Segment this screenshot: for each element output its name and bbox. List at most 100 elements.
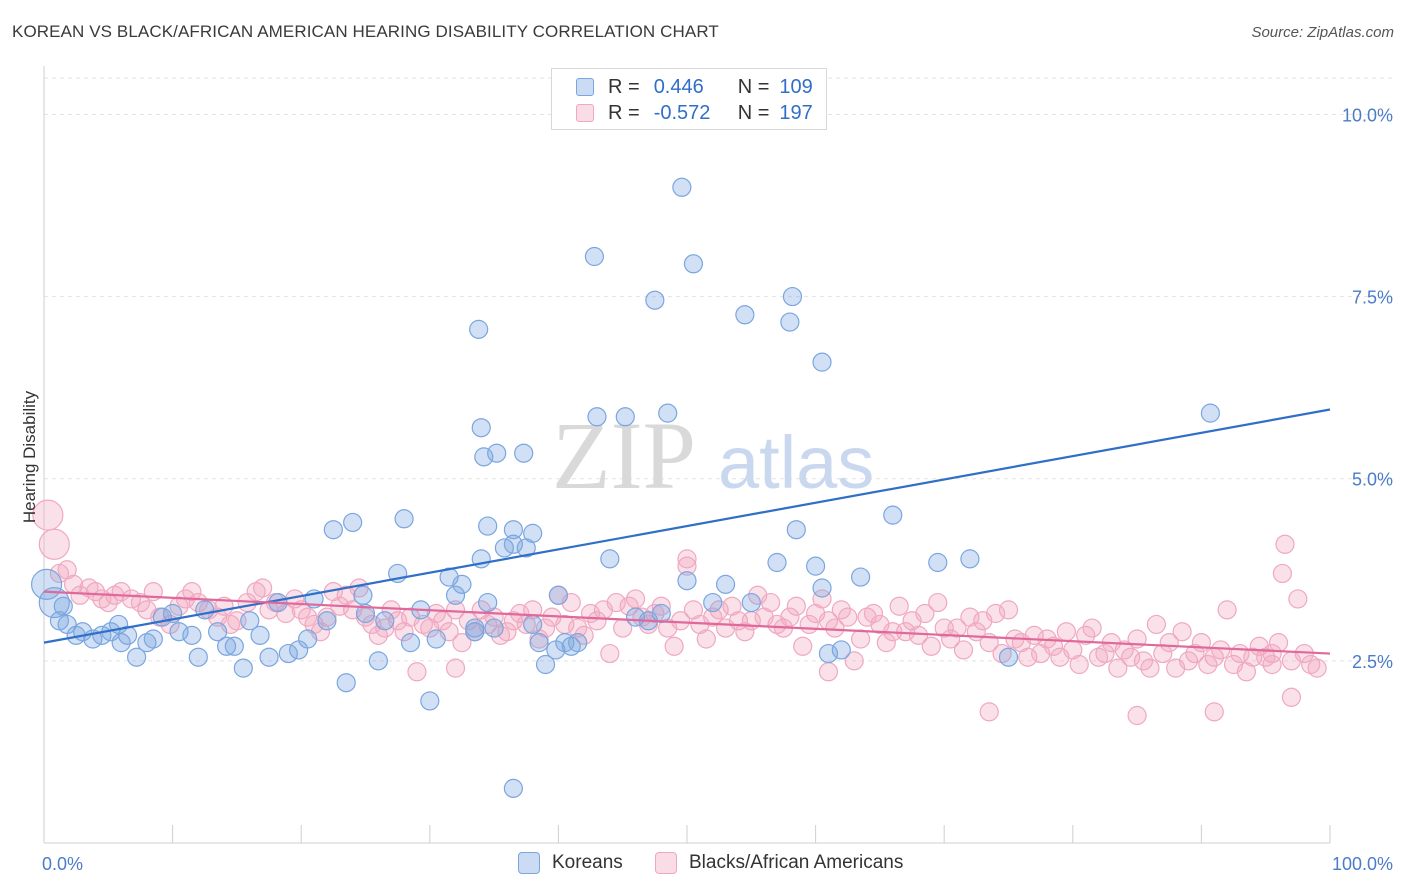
correlation-legend: R = 0.446 N = 109 R = -0.572 N = 197 bbox=[551, 68, 827, 130]
black-african-american-point bbox=[998, 600, 1019, 620]
black-african-american-point bbox=[645, 603, 665, 624]
korean-point bbox=[818, 643, 839, 664]
black-african-american-point bbox=[851, 629, 871, 649]
black-african-american-point bbox=[276, 603, 296, 624]
black-african-american-point bbox=[915, 603, 935, 624]
korean-point bbox=[169, 622, 189, 642]
korean-point bbox=[651, 603, 671, 624]
korean-point bbox=[487, 443, 507, 463]
y-tick-labels: 2.5% 5.0% 7.5% 10.0% bbox=[1342, 105, 1393, 671]
koreans-points bbox=[30, 177, 1221, 798]
korean-point bbox=[484, 618, 504, 638]
black-african-american-point bbox=[1018, 647, 1038, 667]
black-african-american-point bbox=[793, 636, 813, 656]
black-african-american-point bbox=[1217, 600, 1237, 620]
black-african-american-point bbox=[1262, 654, 1282, 675]
black-african-american-point bbox=[452, 633, 472, 653]
black-african-american-point bbox=[291, 600, 311, 620]
korean-point bbox=[375, 611, 395, 631]
black-african-american-point bbox=[664, 636, 684, 656]
korean-point bbox=[529, 633, 549, 653]
black-african-american-point bbox=[413, 614, 433, 635]
korean-point bbox=[568, 633, 588, 653]
korean-point bbox=[426, 629, 446, 649]
black-african-american-point bbox=[182, 582, 202, 602]
black-african-american-point bbox=[1191, 633, 1212, 653]
korean-point bbox=[452, 574, 472, 594]
black-african-american-point bbox=[568, 618, 588, 638]
korean-point bbox=[672, 177, 692, 197]
korean-point bbox=[111, 633, 131, 653]
black-african-american-point bbox=[490, 625, 511, 645]
korean-point bbox=[53, 596, 73, 616]
korean-point bbox=[514, 443, 534, 463]
black-african-american-point bbox=[1307, 658, 1327, 678]
legend-item-black-african-americans[interactable]: Blacks/African Americans bbox=[655, 852, 903, 874]
series-legend: Koreans Blacks/African Americans bbox=[0, 852, 1406, 878]
korean-point bbox=[478, 592, 498, 613]
korean-point bbox=[298, 629, 318, 649]
korean-point bbox=[336, 673, 356, 693]
korean-point bbox=[535, 654, 556, 675]
black-african-american-point bbox=[1262, 643, 1282, 664]
black-african-american-point bbox=[863, 603, 884, 624]
black-african-american-point bbox=[600, 643, 620, 664]
black-african-american-point bbox=[818, 662, 839, 682]
korean-point bbox=[587, 407, 607, 427]
korean-point bbox=[117, 625, 138, 645]
korean-point bbox=[584, 246, 605, 267]
y-tick-label: 5.0% bbox=[1352, 470, 1393, 490]
watermark-atlas: atlas bbox=[718, 421, 874, 504]
black-african-american-point bbox=[953, 640, 974, 660]
korean-point bbox=[960, 549, 980, 569]
korean-point bbox=[126, 647, 147, 667]
korean-point bbox=[469, 319, 489, 339]
black-african-american-point bbox=[780, 607, 800, 627]
korean-point bbox=[812, 352, 832, 372]
black-african-american-point bbox=[844, 651, 864, 671]
black-african-american-point bbox=[947, 618, 967, 638]
x-tick-label-max: 100.0% bbox=[1332, 854, 1393, 874]
black-african-american-point bbox=[574, 625, 594, 645]
black-african-american-point bbox=[445, 600, 466, 620]
black-african-american-point bbox=[1088, 647, 1109, 667]
korean-point bbox=[465, 622, 485, 642]
black-african-american-point bbox=[677, 556, 697, 576]
black-african-american-point bbox=[503, 611, 523, 631]
black-african-american-point bbox=[1140, 658, 1160, 678]
chart-title: KOREAN VS BLACK/AFRICAN AMERICAN HEARING… bbox=[12, 22, 719, 41]
korean-point bbox=[523, 523, 543, 543]
korean-point bbox=[353, 585, 373, 605]
korean-point bbox=[233, 658, 253, 678]
korean-point bbox=[928, 552, 948, 573]
n-value: 109 bbox=[779, 75, 813, 98]
korean-point bbox=[561, 636, 581, 656]
gridlines bbox=[44, 77, 1392, 662]
korean-point bbox=[188, 647, 208, 667]
n-label: N = bbox=[737, 101, 770, 124]
black-african-american-point bbox=[1301, 654, 1321, 675]
korean-point bbox=[182, 625, 202, 645]
r-label: R = bbox=[608, 101, 640, 124]
korean-point bbox=[782, 286, 803, 307]
korean-point bbox=[883, 505, 903, 525]
black-african-american-point bbox=[1275, 534, 1295, 554]
black-african-american-point bbox=[651, 596, 671, 616]
black-african-american-point bbox=[130, 592, 151, 613]
black-african-american-point bbox=[1095, 643, 1115, 664]
black-african-american-point bbox=[838, 607, 858, 627]
korean-point bbox=[998, 647, 1019, 667]
korean-point bbox=[523, 614, 543, 635]
black-african-american-point bbox=[1172, 622, 1192, 642]
black-african-american-point bbox=[1076, 625, 1096, 645]
korean-point bbox=[735, 305, 755, 325]
korean-point bbox=[625, 607, 646, 627]
korean-point bbox=[240, 611, 260, 631]
r-value: -0.572 bbox=[653, 101, 711, 124]
black-african-american-point bbox=[1108, 658, 1128, 678]
black-african-american-point bbox=[362, 614, 382, 635]
legend-item-koreans[interactable]: Koreans bbox=[518, 852, 623, 874]
black-african-american-point bbox=[677, 549, 697, 569]
black-african-american-point bbox=[696, 629, 716, 649]
